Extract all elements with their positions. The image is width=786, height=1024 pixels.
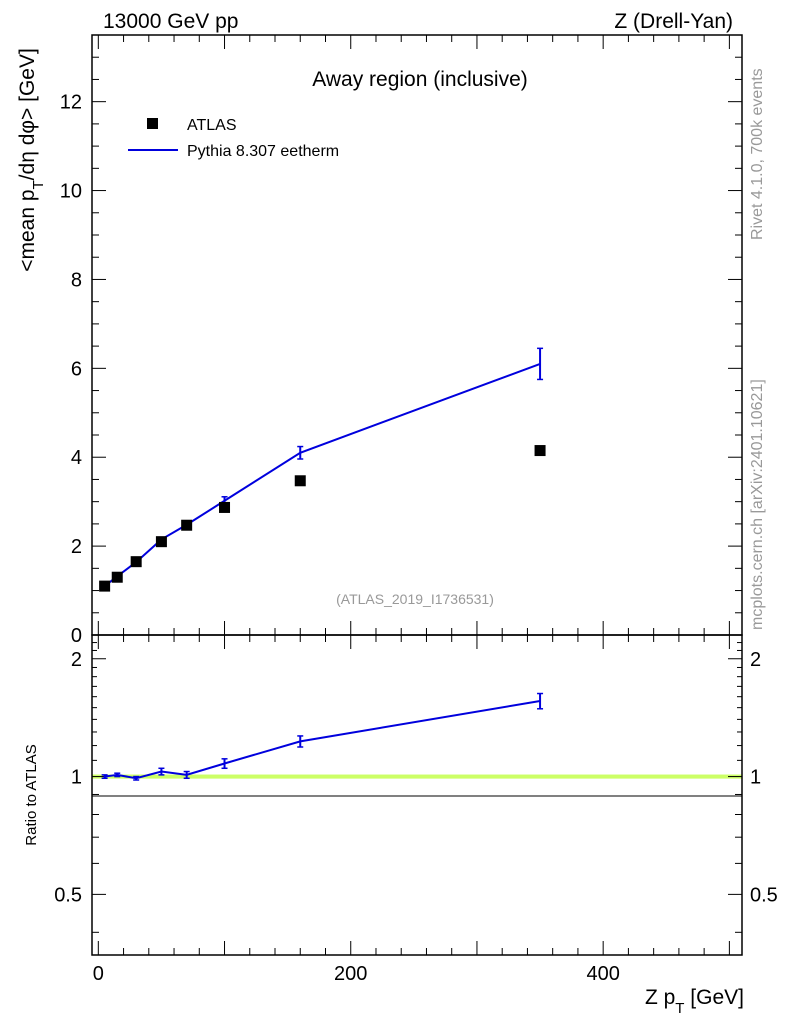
atlas-data-point xyxy=(294,475,306,487)
pythia-ratio-line xyxy=(104,699,541,780)
legend-label-pythia: Pythia 8.307 eetherm xyxy=(187,143,339,160)
y-tick-label: 2 xyxy=(71,536,82,558)
ratio-axis-ticks xyxy=(92,635,742,955)
y-tick-label: 8 xyxy=(71,269,82,291)
atlas-data-point xyxy=(111,571,123,583)
main-axis-tick-labels: 0 2 4 6 8 10 12 xyxy=(60,92,82,647)
y-tick-label: 10 xyxy=(60,181,82,203)
ratio-y-tick-label-right: 2 xyxy=(750,649,761,671)
pythia-line xyxy=(104,362,541,587)
header-left: 13000 GeV pp xyxy=(103,10,238,33)
atlas-data-point xyxy=(219,501,231,513)
main-panel: 0 2 4 6 8 10 12 xyxy=(60,34,743,647)
ratio-y-tick-label: 1 xyxy=(71,767,82,789)
main-series xyxy=(99,347,546,592)
rivet-label: Rivet 4.1.0, 700k events xyxy=(749,68,766,240)
atlas-data-point xyxy=(181,519,193,531)
mcplots-label: mcplots.cern.ch [arXiv:2401.10621] xyxy=(749,379,766,630)
x-tick-label: 400 xyxy=(586,963,619,985)
x-tick-label: 200 xyxy=(334,963,367,985)
x-axis-label-text: Z pT [GeV] xyxy=(645,986,744,1017)
x-axis-tick-labels: 0 200 400 xyxy=(93,963,620,985)
main-axis-ticks xyxy=(92,34,742,636)
atlas-data-point xyxy=(534,445,546,457)
y-tick-label: 12 xyxy=(60,92,82,114)
ratio-axis-tick-labels: 0.5 0.5 1 1 2 2 xyxy=(54,649,778,907)
chart-title: Away region (inclusive) xyxy=(312,68,528,91)
ratio-y-tick-label: 0.5 xyxy=(54,884,82,906)
x-axis-label: Z pT [GeV] xyxy=(645,986,744,1017)
legend-label-atlas: ATLAS xyxy=(187,117,237,134)
ratio-y-axis-label: Ratio to ATLAS xyxy=(23,744,40,845)
y-tick-label: 0 xyxy=(71,625,82,647)
x-tick-label: 0 xyxy=(93,963,104,985)
ratio-y-tick-label: 2 xyxy=(71,649,82,671)
atlas-data-point xyxy=(130,556,142,568)
header-right: Z (Drell-Yan) xyxy=(614,10,733,33)
y-axis-label-text: <mean pT/dη dφ> [GeV] xyxy=(16,48,47,272)
ratio-series xyxy=(101,692,544,781)
legend-marker-atlas xyxy=(147,118,158,129)
y-tick-label: 6 xyxy=(71,358,82,380)
ratio-reference-band xyxy=(92,774,742,779)
ratio-y-tick-label-right: 1 xyxy=(750,767,761,789)
ratio-y-tick-label-right: 0.5 xyxy=(750,884,778,906)
y-tick-label: 4 xyxy=(71,447,82,469)
ratio-panel: 0.5 0.5 1 1 2 2 xyxy=(54,634,778,956)
ratio-frame xyxy=(91,634,743,956)
analysis-label: (ATLAS_2019_I1736531) xyxy=(336,591,494,607)
legend: ATLAS Pythia 8.307 eetherm xyxy=(128,117,339,160)
atlas-data-point xyxy=(155,536,167,548)
atlas-data-point xyxy=(99,580,111,592)
y-axis-label: <mean pT/dη dφ> [GeV] xyxy=(16,48,47,272)
